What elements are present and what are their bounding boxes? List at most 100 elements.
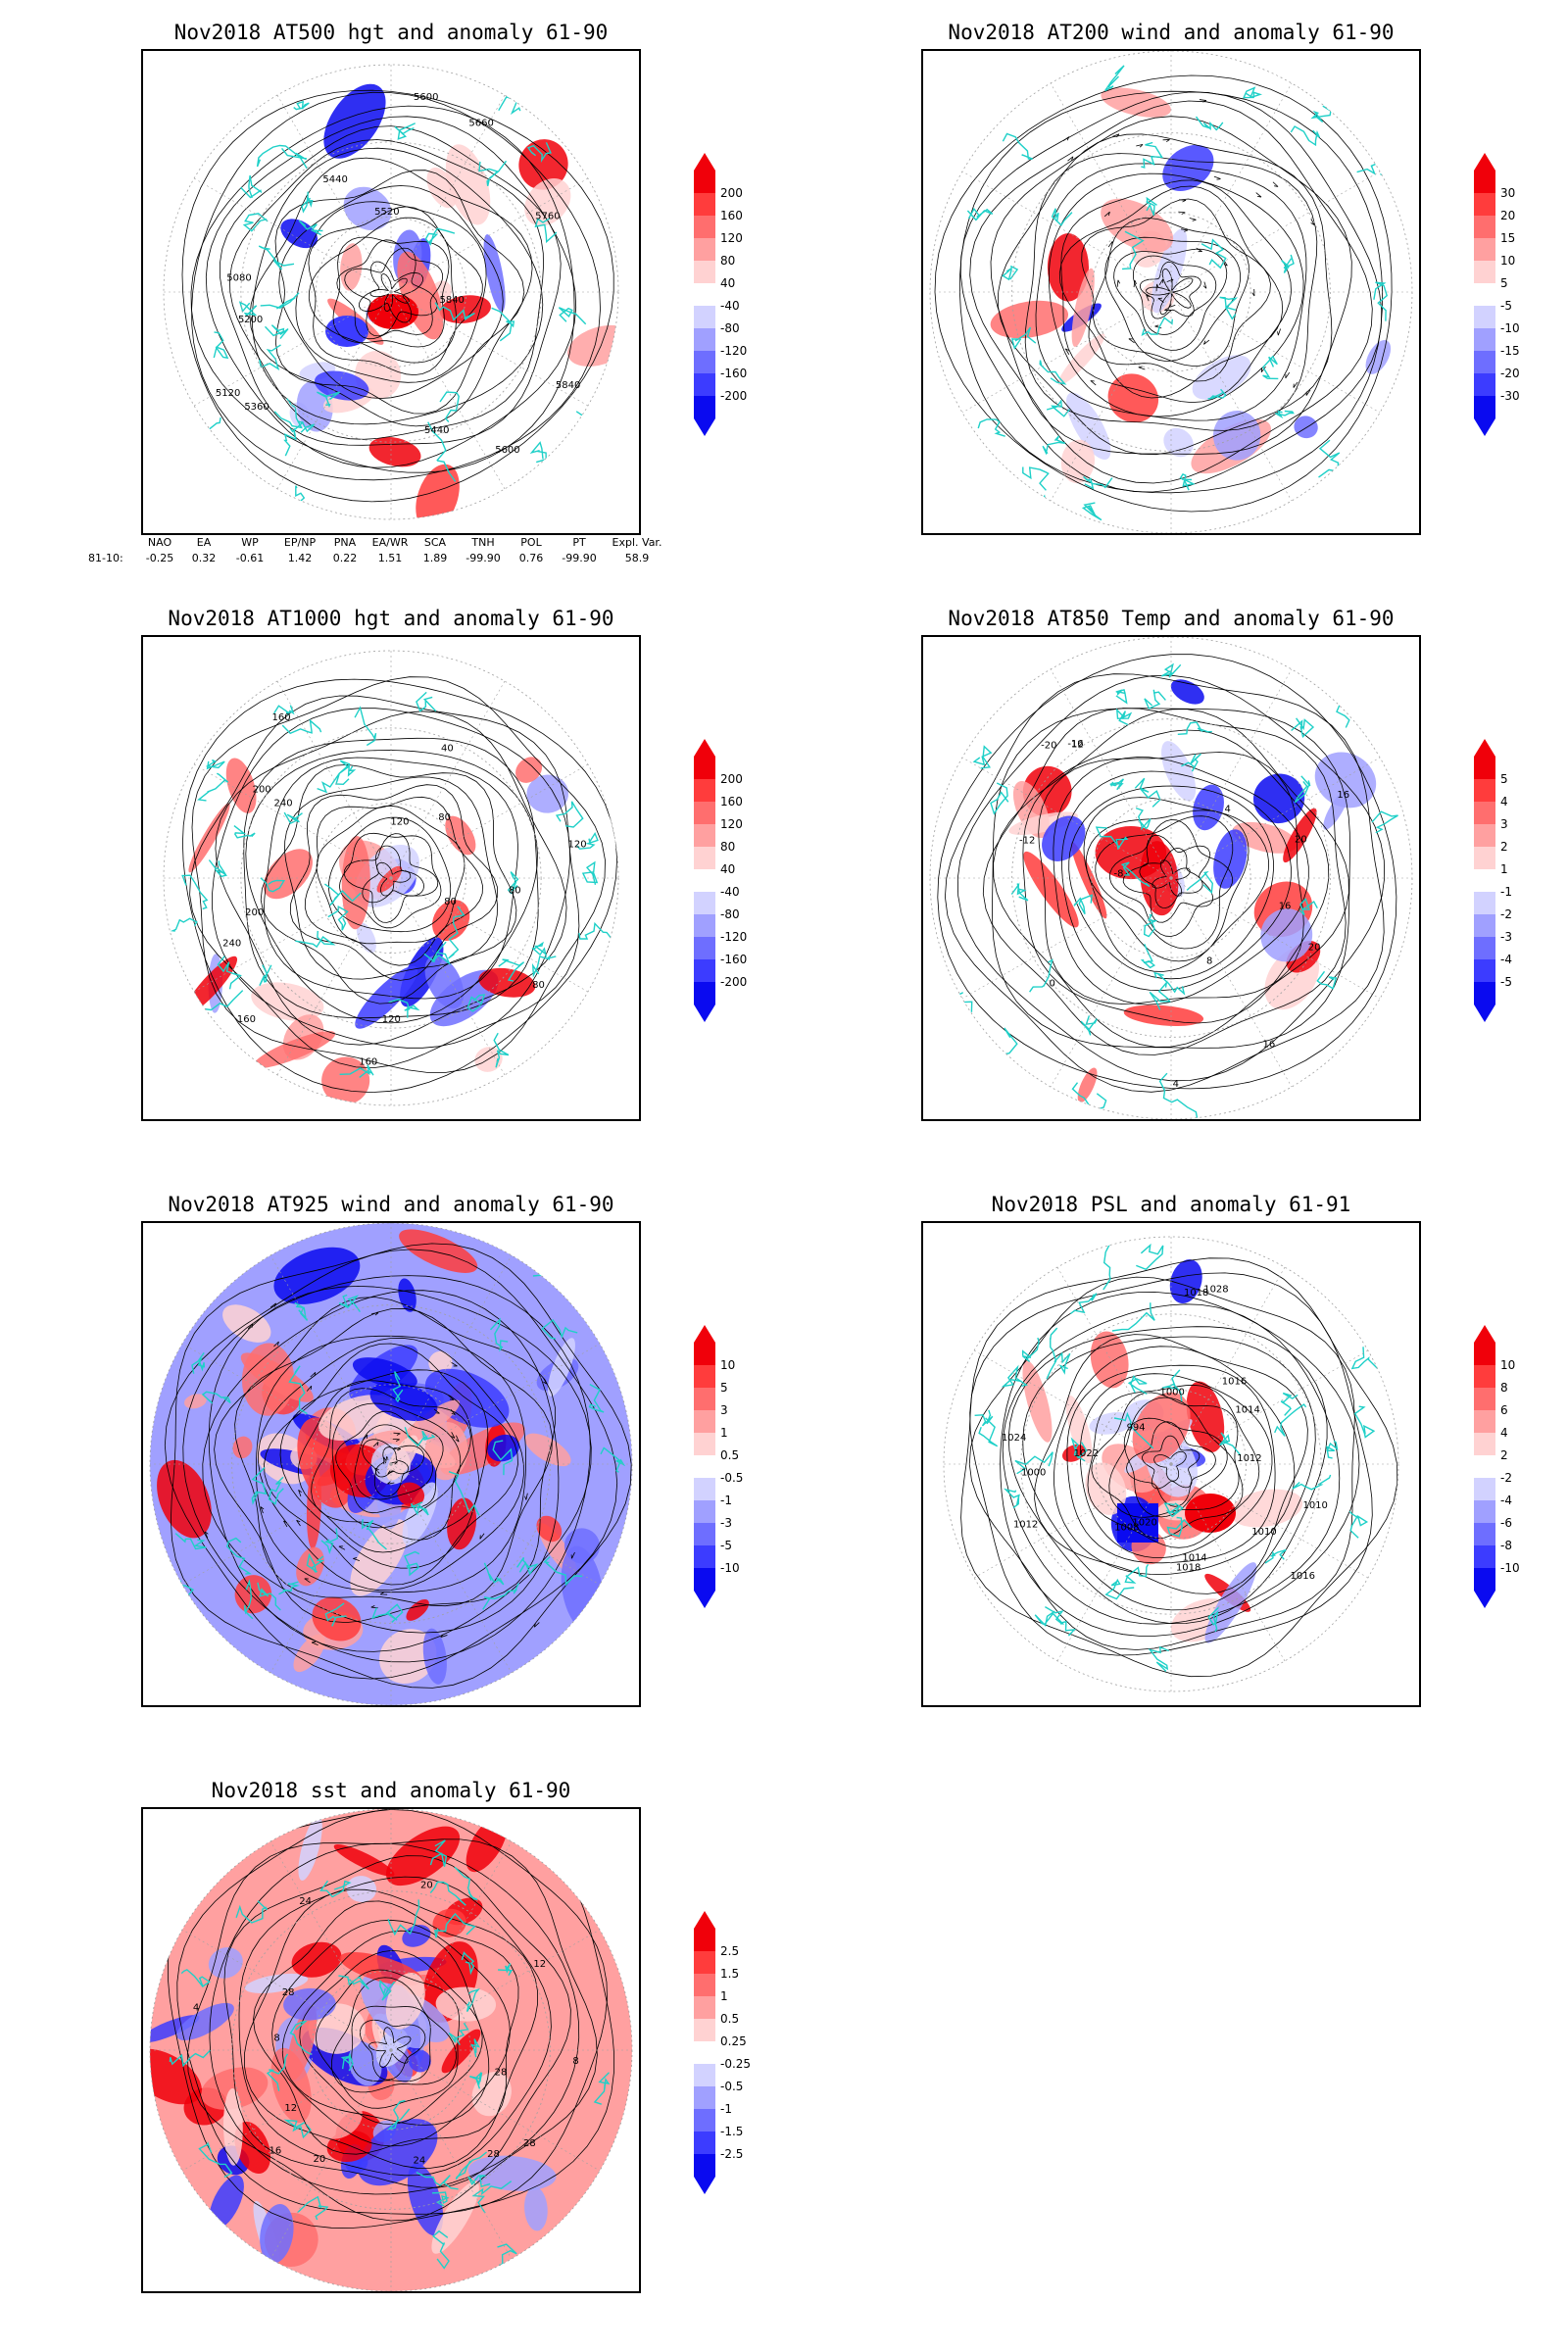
contour-line [281,1930,490,2126]
meridian [390,680,506,879]
colorbar-label: 80 [720,840,735,854]
contour-label: 994 [1127,1422,1146,1433]
contour-label: 12 [284,2103,297,2114]
coastline [1002,265,1019,281]
colorbar-arrow-top [694,1911,715,1929]
colorbar-arrow-bottom [694,418,715,436]
colorbar-arrow-bottom [694,2177,715,2194]
contour-label: 5080 [226,272,251,283]
colorbar-segment [1474,261,1495,283]
anomaly-patch [416,464,460,519]
colorbar-segment [694,802,715,824]
coastline [169,2049,211,2068]
contour-line [992,708,1350,1049]
colorbar-segment [694,757,715,779]
coastline [242,213,269,232]
anomaly-patch [1294,416,1318,439]
contour-line [959,91,1383,493]
coastline [471,2180,513,2214]
meridian [1056,1266,1172,1465]
contour-line [308,217,458,364]
wind-arrow [1202,281,1207,289]
coastline [259,964,272,987]
anomaly-patch [1008,811,1078,835]
wind-arrow [1189,218,1197,221]
coastline [455,2151,488,2180]
colorbar-label: 200 [720,186,743,200]
contour-label: 240 [273,798,292,808]
colorbar-segment [694,2109,715,2132]
colorbar-segment [694,1455,715,1478]
anomaly-patch [355,965,418,1029]
anomaly-patch [467,2155,557,2191]
colorbar-segment [1474,757,1495,779]
coastline [257,1582,281,1611]
coastline [182,1859,204,1876]
colorbar-label: -40 [720,299,740,313]
coastline [1275,410,1295,419]
colorbar-segment [694,914,715,937]
index-value: 1.51 [377,552,403,564]
coastline [1141,317,1173,337]
contour-line [176,1809,608,2215]
coastline [251,1467,268,1505]
contour-line [344,247,438,337]
meridian [390,291,506,490]
coastline [1039,360,1067,385]
contour-label: -8 [1113,869,1123,880]
anomaly-patch [526,774,569,813]
wind-arrow [383,1456,387,1465]
meridian [193,177,392,293]
contour-label: 4 [1225,805,1231,815]
coastline [281,147,308,170]
wind-arrow [393,1432,401,1436]
anomaly-patch [424,1422,468,1481]
meridian [390,877,506,1076]
contour-line [1093,218,1250,367]
coastline [943,446,973,458]
contour-label: 8 [572,2056,578,2067]
wind-arrow [1260,367,1266,373]
contour-line [191,91,601,481]
anomaly-patch [183,1394,207,1409]
colorbar-segment [694,1545,715,1568]
coastline [1291,717,1315,739]
coastline [543,1556,583,1587]
wind-arrow [1112,133,1120,138]
colorbar-label: -5 [1500,975,1512,989]
coastline [1219,296,1239,320]
wind-arrow [1157,298,1164,303]
wind-arrow [311,1641,318,1645]
latitude-circle [240,727,542,1029]
coastline [1069,1293,1098,1315]
coastline [1200,238,1227,270]
meridian [1170,1463,1286,1662]
contour-line [1132,255,1217,335]
coastline [429,1839,448,1867]
coastline [233,825,256,839]
contour-line [1048,172,1304,417]
meridian [1170,291,1293,502]
colorbar-label: 80 [720,254,735,268]
coastline [181,874,209,910]
index-value: 0.76 [518,552,544,564]
coastline [273,705,295,715]
coastline [1274,1403,1307,1437]
contour-line [944,673,1385,1093]
wind-arrow [387,1470,395,1475]
coastline [469,2038,480,2058]
coastline [1034,1610,1065,1628]
wind-arrow [479,1533,485,1540]
meridian [961,171,1172,293]
colorbar-segment [1474,1365,1495,1388]
coastline [1262,355,1279,380]
colorbar-label: -2.5 [720,2147,743,2161]
meridian [390,1929,601,2051]
colorbar-label: 10 [1500,254,1515,268]
colorbar: 5 4 3 2 1 -1 -2 -3 -4 -5 [1465,739,1544,1023]
index-header: TNH [471,536,495,549]
coastline [588,1383,605,1413]
colorbar-label: -80 [720,321,740,335]
wind-arrow [440,1634,448,1639]
wind-arrow [306,1385,313,1392]
